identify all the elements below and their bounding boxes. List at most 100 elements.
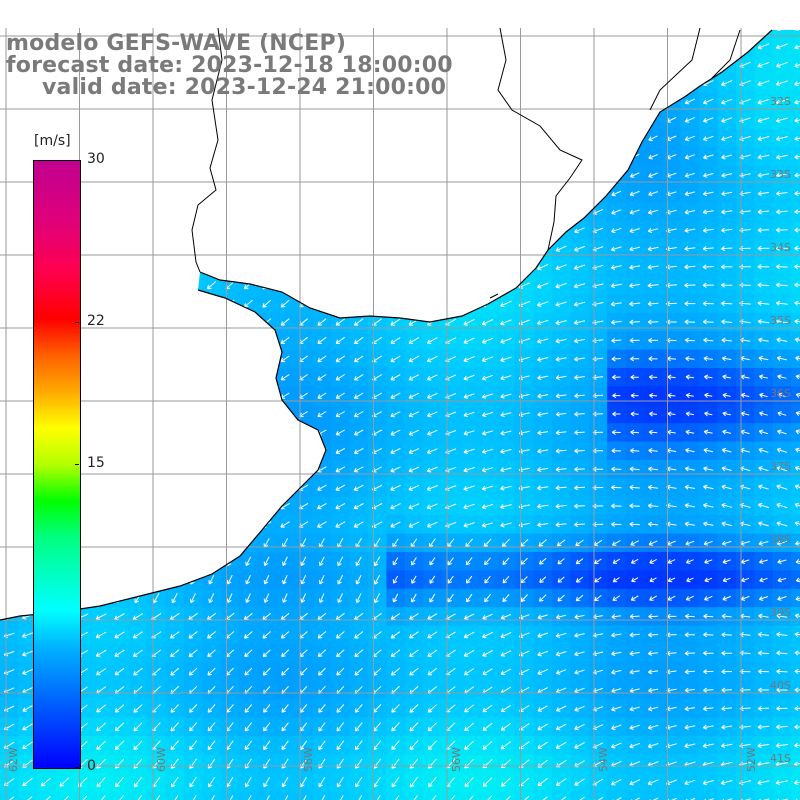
wind-arrow xyxy=(685,411,694,417)
wind-arrow xyxy=(611,227,622,234)
wind-arrow xyxy=(317,374,327,381)
wind-cell xyxy=(736,791,755,800)
wind-arrow xyxy=(758,374,769,380)
wind-arrow xyxy=(630,392,639,399)
wind-arrow xyxy=(684,337,695,343)
wind-arrow xyxy=(704,374,713,380)
wind-arrow xyxy=(317,336,327,344)
wind-arrow xyxy=(776,466,788,472)
wind-arrow xyxy=(611,209,622,215)
wind-arrow xyxy=(704,411,713,417)
wind-arrow xyxy=(703,135,714,142)
wind-arrow xyxy=(537,263,549,271)
wind-cell xyxy=(220,791,240,800)
wind-arrow xyxy=(721,300,733,307)
wind-arrow xyxy=(667,411,676,417)
wind-arrow xyxy=(684,301,696,307)
wind-arrow xyxy=(537,411,549,417)
wind-arrow xyxy=(335,429,345,436)
wind-arrow xyxy=(629,337,640,344)
wind-cell xyxy=(368,791,387,800)
wind-arrow xyxy=(758,429,769,435)
wind-arrow xyxy=(335,374,345,381)
wind-arrow xyxy=(537,356,549,362)
wind-cell xyxy=(73,791,93,800)
wind-arrow xyxy=(610,283,622,289)
wind-arrow xyxy=(353,336,364,344)
wind-arrow xyxy=(702,300,714,307)
wind-arrow xyxy=(611,466,622,472)
latitude-label: 38S xyxy=(770,533,791,546)
wind-arrow xyxy=(721,337,732,343)
wind-arrow xyxy=(794,227,800,233)
wind-cell xyxy=(18,791,38,800)
wind-arrow xyxy=(721,245,733,252)
wind-arrow xyxy=(463,448,475,454)
wind-arrow xyxy=(555,356,567,362)
wind-cell xyxy=(202,791,222,800)
wind-arrow xyxy=(537,375,549,381)
wind-arrow xyxy=(721,209,733,215)
wind-arrow xyxy=(776,447,787,453)
wind-arrow xyxy=(795,411,800,417)
wind-arrow xyxy=(776,484,788,490)
colorbar xyxy=(33,160,81,769)
wind-arrow xyxy=(721,282,733,288)
wind-arrow xyxy=(574,227,585,234)
wind-arrow xyxy=(684,209,696,215)
wind-arrow xyxy=(777,392,787,398)
wind-arrow xyxy=(426,448,438,455)
wind-arrow xyxy=(335,336,345,344)
wind-arrow xyxy=(500,300,512,308)
wind-arrow xyxy=(757,43,770,50)
wind-arrow xyxy=(702,264,714,270)
wind-arrow xyxy=(794,190,800,197)
wind-cell xyxy=(331,791,350,800)
wind-cell xyxy=(36,791,56,800)
wind-arrow xyxy=(702,209,714,215)
wind-arrow xyxy=(610,301,622,307)
wind-cell xyxy=(110,791,130,800)
wind-arrow xyxy=(426,485,438,491)
wind-arrow xyxy=(500,319,512,326)
wind-arrow xyxy=(776,30,788,32)
wind-arrow xyxy=(794,43,800,50)
wind-arrow xyxy=(317,392,327,399)
wind-arrow xyxy=(408,374,420,381)
wind-arrow xyxy=(775,300,788,306)
wind-arrow xyxy=(629,319,640,325)
wind-arrow xyxy=(390,411,401,418)
latitude-label: 33S xyxy=(770,168,791,181)
wind-arrow xyxy=(280,318,290,326)
wind-arrow xyxy=(481,337,494,344)
wind-cell xyxy=(791,423,800,442)
wind-arrow xyxy=(703,356,713,362)
wind-cell xyxy=(460,791,479,800)
wind-arrow xyxy=(759,411,768,417)
wind-arrow xyxy=(740,411,750,417)
wind-arrow xyxy=(776,172,788,178)
wind-arrow xyxy=(500,448,512,454)
wind-arrow xyxy=(463,411,475,418)
wind-arrow xyxy=(777,374,787,380)
wind-arrow xyxy=(757,300,770,306)
wind-arrow xyxy=(353,355,364,363)
wind-arrow xyxy=(335,466,346,473)
wind-arrow xyxy=(703,117,714,123)
wind-arrow xyxy=(206,281,217,290)
wind-arrow xyxy=(776,319,788,325)
wind-arrow xyxy=(648,172,658,178)
wind-arrow xyxy=(611,356,621,362)
wind-arrow xyxy=(777,429,787,435)
wind-arrow xyxy=(684,172,695,178)
wind-arrow xyxy=(722,392,731,398)
wind-arrow xyxy=(317,484,327,491)
wind-arrow xyxy=(426,374,438,381)
wind-arrow xyxy=(408,337,420,344)
wind-arrow xyxy=(776,154,788,160)
wind-arrow xyxy=(794,337,800,343)
wind-cell xyxy=(128,791,148,800)
wind-cell xyxy=(791,331,800,350)
wind-cell xyxy=(55,791,74,800)
wind-arrow xyxy=(685,429,695,435)
